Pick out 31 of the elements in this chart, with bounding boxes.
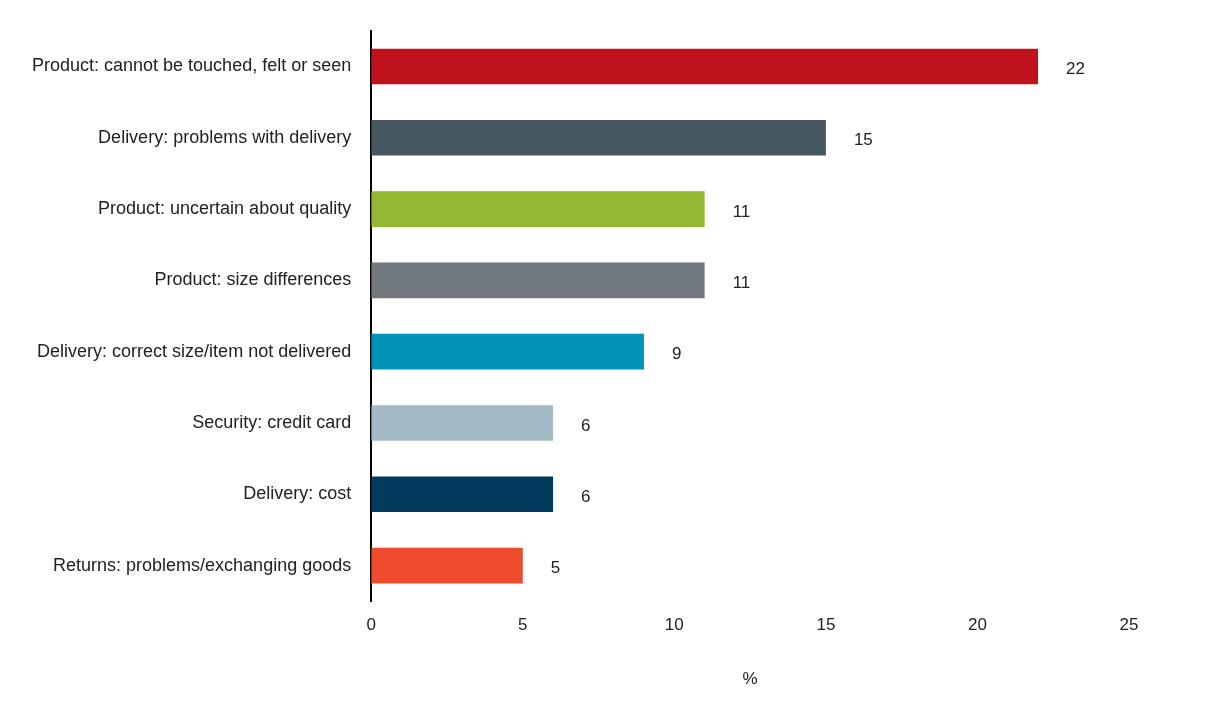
x-tick-label: 20 [967,615,987,635]
data-label: 9 [672,344,682,364]
bar [371,405,554,441]
y-tick-label: Product: size differences [154,269,352,290]
data-label: 15 [853,130,873,150]
y-tick-label: Product: cannot be touched, felt or seen [31,55,352,76]
x-tick-label: 10 [664,615,684,635]
x-tick-label: 15 [816,615,836,635]
bar [371,191,705,227]
data-label: 6 [581,486,591,506]
y-tick-label: Delivery: cost [243,483,352,504]
data-label: 11 [732,273,751,293]
y-tick-label: Delivery: problems with delivery [98,126,352,147]
y-tick-label: Delivery: correct size/item not delivered [37,340,352,361]
x-axis-title: % [742,669,758,689]
bar [371,119,826,156]
bar [371,547,523,584]
bar [371,476,554,513]
data-label: 6 [581,415,591,435]
y-tick-label: Security: credit card [192,411,352,432]
bar [371,262,705,299]
data-label: 5 [550,558,561,578]
bar [371,48,1039,85]
bar [371,333,645,370]
data-label: 11 [732,201,751,221]
x-tick-label: 0 [366,615,376,635]
x-tick-label: 25 [1119,615,1139,635]
x-tick-label: 5 [518,615,528,635]
data-label: 22 [1066,59,1085,79]
y-tick-label: Product: uncertain about quality [98,198,352,219]
y-tick-label: Returns: problems/exchanging goods [53,554,352,575]
